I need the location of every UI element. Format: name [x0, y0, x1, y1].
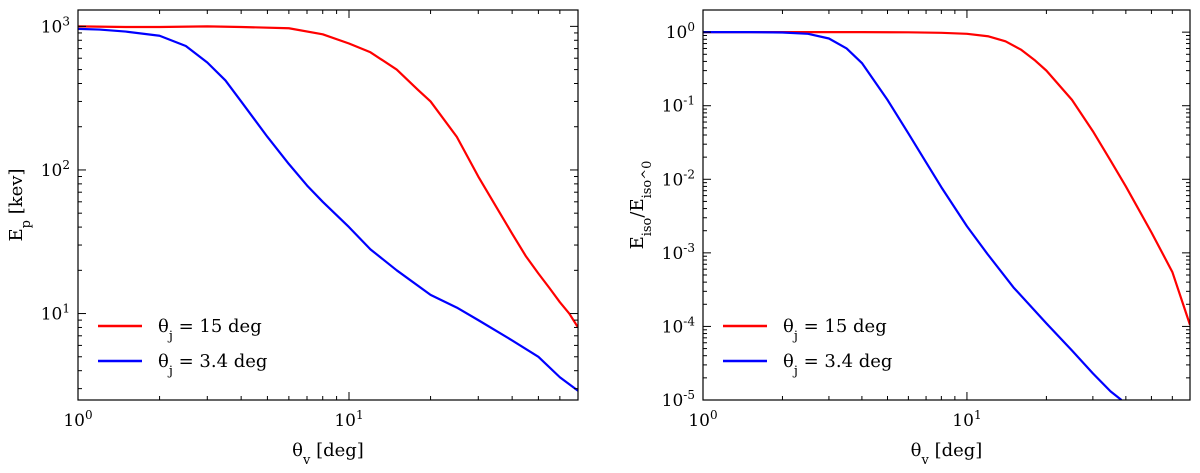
y-tick-label: 10-4 — [662, 314, 696, 337]
y-tick-label: 10-1 — [662, 94, 695, 117]
legend-label: θj = 3.4 deg — [158, 351, 267, 379]
x-tick-label: 100 — [63, 408, 92, 431]
series-line-red — [78, 25, 578, 329]
y-axis-label: Eiso/Eiso^0 — [627, 161, 655, 250]
y-tick-label: 10-3 — [662, 241, 695, 264]
x-axis-label: θv [deg] — [911, 440, 983, 468]
plot-frame — [77, 9, 579, 401]
y-tick-label: 10-5 — [662, 388, 695, 411]
y-tick-label: 100 — [666, 20, 695, 43]
series-line-red — [703, 31, 1190, 326]
series-line-blue — [78, 27, 578, 392]
left-panel-ep-vs-viewing-angle: 100 101 101 102 103 θv [deg] Ep [kev] θj = 15 d… — [6, 9, 579, 468]
y-tick-label: 10-2 — [662, 167, 695, 190]
legend-label: θj = 3.4 deg — [783, 351, 892, 379]
x-tick-label: 101 — [952, 408, 981, 431]
legend: θj = 15 deg θj = 3.4 deg — [98, 316, 267, 379]
y-tick-label: 103 — [41, 14, 70, 37]
legend-label: θj = 15 deg — [783, 316, 887, 344]
x-tick-label: 101 — [334, 408, 363, 431]
x-tick-label: 100 — [688, 408, 717, 431]
legend: θj = 15 deg θj = 3.4 deg — [723, 316, 892, 379]
y-tick-label: 101 — [41, 302, 70, 325]
legend-label: θj = 15 deg — [158, 316, 262, 344]
x-axis-label: θv [deg] — [292, 440, 364, 468]
y-axis-label: Ep [kev] — [6, 169, 34, 242]
series-line-blue — [703, 31, 1123, 400]
right-panel-eiso-ratio-vs-viewing-angle: 100 101 10-5 10-4 10-3 10-2 10-1 100 θv [deg] Eis… — [627, 9, 1191, 468]
plot-frame — [702, 9, 1191, 401]
y-tick-label: 102 — [41, 158, 70, 181]
